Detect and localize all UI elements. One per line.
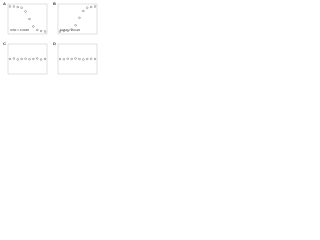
point xyxy=(32,57,35,61)
point xyxy=(28,17,31,21)
point xyxy=(12,5,15,8)
point xyxy=(12,57,15,60)
panel-label: B xyxy=(53,1,56,6)
point xyxy=(62,58,65,61)
point xyxy=(43,30,47,33)
point xyxy=(70,57,73,61)
point xyxy=(36,28,39,32)
point xyxy=(24,10,27,13)
point xyxy=(78,57,81,61)
point xyxy=(20,57,23,61)
point xyxy=(86,6,89,9)
panel-label: A xyxy=(3,1,6,6)
point xyxy=(74,24,77,27)
plot-frame xyxy=(57,43,98,75)
figure: A IC50 = 0.0045 B EC50 = 0.0120 C D xyxy=(3,1,98,75)
point xyxy=(78,16,81,19)
point xyxy=(90,57,93,60)
point xyxy=(8,57,12,61)
point xyxy=(58,30,62,33)
point xyxy=(58,57,62,61)
point xyxy=(16,5,19,9)
point xyxy=(93,5,97,8)
plot-frame xyxy=(7,43,48,75)
point xyxy=(40,58,43,61)
point xyxy=(82,9,85,13)
point xyxy=(43,57,47,61)
point xyxy=(90,5,93,9)
point xyxy=(82,58,85,61)
point xyxy=(20,6,23,9)
point xyxy=(66,57,69,60)
point xyxy=(28,58,31,61)
point xyxy=(70,28,73,31)
point xyxy=(32,25,35,28)
plot-frame xyxy=(57,3,98,35)
point xyxy=(36,57,39,60)
plot-frame xyxy=(7,3,48,35)
point xyxy=(8,5,12,8)
point xyxy=(93,57,97,61)
annotation: EC50 = 0.0120 xyxy=(60,28,80,32)
point xyxy=(16,58,19,61)
panel-label: C xyxy=(3,41,6,46)
point xyxy=(86,57,89,61)
point xyxy=(62,29,65,33)
point xyxy=(40,29,43,33)
point xyxy=(24,57,27,60)
annotation: IC50 = 0.0045 xyxy=(10,28,29,32)
panel-label: D xyxy=(53,41,56,46)
point xyxy=(66,29,69,32)
point xyxy=(74,57,77,60)
